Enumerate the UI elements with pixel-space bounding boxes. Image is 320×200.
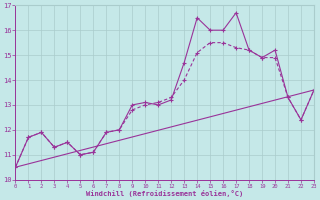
X-axis label: Windchill (Refroidissement éolien,°C): Windchill (Refroidissement éolien,°C) <box>86 190 243 197</box>
